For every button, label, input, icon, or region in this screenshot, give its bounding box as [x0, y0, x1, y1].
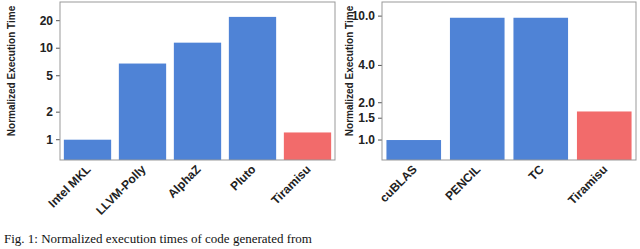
bar [284, 132, 331, 160]
tick-label: 1.0 [358, 133, 375, 147]
category-label: PENCIL [442, 162, 483, 203]
tick-label: 4.0 [358, 58, 375, 72]
bars [386, 18, 631, 160]
axis-title: Normalized Execution Time [344, 5, 355, 136]
bar [386, 140, 441, 160]
category-label: AlphaZ [165, 162, 204, 201]
tick-mark [378, 140, 382, 141]
bar [577, 111, 632, 160]
category-label: cuBLAS [377, 162, 420, 205]
category-label: Tiramisu [565, 162, 610, 207]
bars [64, 17, 331, 160]
category-label: Tiramisu [268, 162, 313, 207]
tick-label: 1.5 [358, 111, 375, 125]
tick-mark [56, 139, 60, 140]
axis-title: Normalized Execution Time [6, 5, 17, 136]
category-label: LLVM-Polly [93, 162, 149, 218]
tick-label: 2.0 [358, 96, 375, 110]
tick-label: 10.0 [352, 9, 376, 23]
tick-mark [56, 48, 60, 49]
tick-mark [378, 102, 382, 103]
bar [174, 43, 221, 160]
tick-mark [378, 16, 382, 17]
tick-label: 1 [46, 133, 53, 147]
tick-mark [56, 112, 60, 113]
caption: Fig. 1: Normalized execution times of co… [4, 231, 312, 246]
chart: 1.0 1.52.0 4.0 10.0 cuBLAS PENCIL TC Tiramisu No… [344, 2, 636, 207]
category-label: Intel MKL [46, 162, 94, 210]
bar [64, 140, 111, 160]
bar [119, 64, 166, 160]
tick-mark [378, 118, 382, 119]
plot-frame [382, 2, 636, 160]
chart: 1 2 5 10 20 Intel MKLLLVM-Polly AlphaZ Pluto Tir… [6, 2, 335, 218]
tick-label: 5 [46, 69, 53, 83]
category-label: TC [526, 162, 547, 183]
tick-label: 20 [40, 14, 54, 28]
category-label: Pluto [228, 162, 259, 193]
tick-label: 2 [46, 105, 53, 119]
bar [450, 18, 505, 160]
tick-label: 10 [40, 41, 54, 55]
figure: 1 2 5 10 20 Intel MKLLLVM-Polly AlphaZ Pluto Tir… [0, 0, 640, 249]
plot-frame [60, 2, 335, 160]
bar [229, 17, 276, 160]
tick-mark [378, 65, 382, 66]
tick-mark [56, 75, 60, 76]
tick-mark [56, 20, 60, 21]
bar [513, 18, 568, 160]
